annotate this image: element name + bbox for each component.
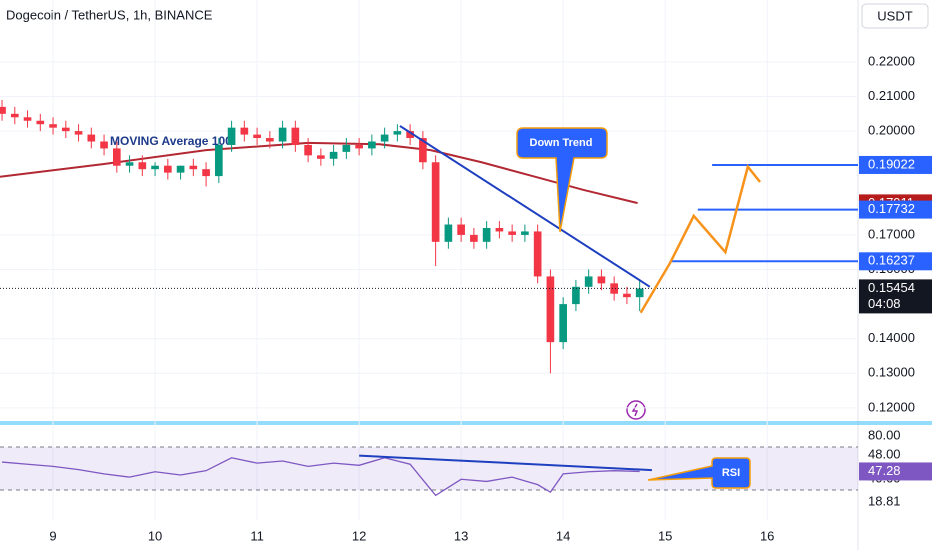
candle-body bbox=[444, 224, 453, 242]
rsi-line bbox=[1, 457, 640, 497]
candle-body bbox=[482, 227, 491, 242]
rsi-last: 47.28 bbox=[868, 463, 901, 478]
candle-body bbox=[521, 231, 529, 235]
candle-body bbox=[495, 227, 504, 232]
price-marker: 0.17732 bbox=[868, 201, 915, 216]
candle-body bbox=[138, 162, 147, 170]
x-tick-label: 14 bbox=[556, 528, 570, 543]
candle-body bbox=[317, 155, 325, 159]
candle-body bbox=[227, 127, 236, 145]
x-tick-label: 9 bbox=[49, 528, 56, 543]
callout bbox=[516, 127, 608, 233]
candle-body bbox=[533, 231, 542, 277]
candle-body bbox=[393, 131, 402, 135]
price-marker-box bbox=[859, 252, 932, 271]
candle-body bbox=[163, 165, 172, 173]
candle-body bbox=[406, 131, 414, 139]
candle-body bbox=[584, 276, 593, 287]
rsi-last-box bbox=[859, 462, 932, 481]
candle-body bbox=[0, 106, 6, 114]
candle-body bbox=[470, 234, 478, 242]
candle-body bbox=[559, 304, 567, 343]
trend-line bbox=[399, 125, 651, 288]
rsi-callout-label: RSI bbox=[722, 467, 740, 479]
candle-body bbox=[176, 165, 185, 173]
candle-body bbox=[342, 144, 351, 152]
candle-body bbox=[546, 276, 555, 343]
rsi-tick-label: 80.00 bbox=[868, 428, 901, 443]
candle-body bbox=[380, 134, 389, 142]
candle-body bbox=[304, 144, 312, 156]
x-tick-label: 15 bbox=[658, 528, 672, 543]
price-marker-box bbox=[859, 155, 932, 174]
currency-box bbox=[861, 3, 929, 29]
candle-body bbox=[49, 124, 57, 128]
candle-body bbox=[355, 144, 363, 149]
candle-body bbox=[329, 151, 338, 159]
x-tick-label: 10 bbox=[148, 528, 162, 543]
candle-body bbox=[23, 117, 32, 121]
rsi-callout bbox=[647, 457, 751, 489]
candle-body bbox=[597, 276, 606, 284]
candle-body bbox=[189, 165, 198, 170]
projection bbox=[639, 164, 762, 314]
countdown: 04:08 bbox=[868, 296, 901, 311]
candle-body bbox=[278, 127, 287, 142]
y-tick-label: 0.12000 bbox=[868, 399, 915, 414]
x-tick-label: 11 bbox=[250, 528, 264, 543]
candle-body bbox=[125, 162, 134, 166]
candle-body bbox=[572, 286, 580, 305]
candle-body bbox=[457, 224, 465, 235]
candle-body bbox=[87, 134, 96, 142]
candle-body bbox=[508, 231, 516, 235]
candle-body bbox=[74, 131, 83, 135]
y-tick-label: 0.13000 bbox=[868, 365, 915, 380]
candle-body bbox=[100, 141, 108, 149]
candle-body bbox=[10, 113, 19, 118]
x-tick-label: 12 bbox=[352, 528, 366, 543]
candle-body bbox=[291, 127, 300, 145]
candle-body bbox=[240, 127, 249, 135]
y-tick-label: 0.21000 bbox=[868, 88, 915, 103]
rsi-trend bbox=[359, 454, 652, 472]
callout-label: Down Trend bbox=[530, 137, 593, 149]
rsi-tick-label: 18.81 bbox=[868, 493, 901, 508]
ma-label: MOVING Average 100 bbox=[110, 134, 232, 148]
candle-body bbox=[112, 148, 121, 166]
candle-body bbox=[36, 120, 45, 125]
candle-body bbox=[266, 138, 274, 142]
price-marker: 0.16237 bbox=[868, 253, 915, 268]
candle-body bbox=[253, 134, 261, 139]
y-tick-label: 0.22000 bbox=[868, 53, 915, 68]
candle-body bbox=[202, 169, 210, 177]
candle-body bbox=[61, 127, 70, 132]
candle-body bbox=[419, 138, 427, 163]
rsi-marker: 48.00 bbox=[868, 446, 901, 461]
pane-divider bbox=[0, 421, 932, 425]
last-price-box bbox=[859, 279, 932, 314]
chart-title: Dogecoin / TetherUS, 1h, BINANCE bbox=[6, 7, 213, 22]
event-icon bbox=[626, 400, 646, 420]
currency: USDT bbox=[877, 8, 912, 23]
rsi-marker-box bbox=[859, 446, 932, 464]
price-marker: 0.19022 bbox=[868, 156, 915, 171]
y-tick-label: 0.17000 bbox=[868, 226, 915, 241]
y-tick-label: 0.20000 bbox=[868, 123, 915, 138]
x-tick-label: 16 bbox=[760, 528, 774, 543]
price-marker-box bbox=[859, 200, 932, 219]
last-price: 0.15454 bbox=[868, 280, 915, 295]
candle-body bbox=[635, 288, 644, 298]
candle-body bbox=[623, 293, 631, 298]
candle-body bbox=[215, 144, 223, 177]
candle-body bbox=[151, 165, 159, 170]
candle-body bbox=[368, 141, 376, 149]
candle-body bbox=[610, 283, 618, 294]
x-tick-label: 13 bbox=[454, 528, 468, 543]
candle-body bbox=[431, 162, 440, 242]
y-tick-label: 0.14000 bbox=[868, 330, 915, 345]
